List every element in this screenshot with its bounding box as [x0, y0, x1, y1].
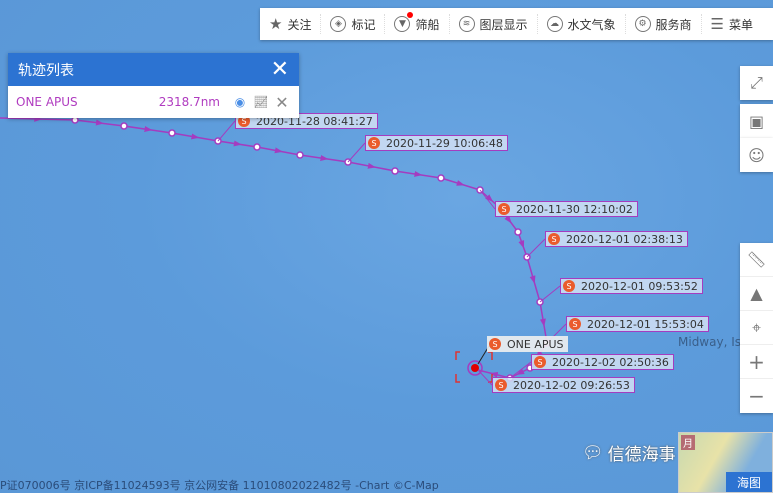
timestamp: 2020-11-30 12:10:02: [516, 202, 633, 216]
label-leader: [347, 142, 366, 163]
label-leader: [526, 238, 546, 258]
footer-copyright: P证070006号 京ICP备11024593号 京公网安备 110108020…: [0, 479, 439, 492]
top-toolbar: ★ 关注 ◈ 标记 ▼ 筛船 ≋ 图层显示 ☁ 水文气象 ⚙ 服务商 ☰ 菜单: [260, 8, 773, 40]
star-icon: ★: [269, 15, 283, 33]
menu-icon: ☰: [710, 15, 724, 33]
label-leader: [477, 369, 493, 386]
timestamp: 2020-12-01 09:53:52: [581, 279, 698, 293]
avatar-icon: ☺: [748, 145, 765, 165]
tag-icon: ◈: [330, 16, 347, 32]
track-point[interactable]: [391, 167, 399, 175]
layers-button[interactable]: ≋ 图层显示: [450, 14, 538, 34]
track-point[interactable]: [437, 174, 445, 182]
ship-status-icon: S: [498, 203, 510, 215]
ship-name[interactable]: ONE APUS: [16, 95, 78, 109]
timestamp: 2020-12-02 09:26:53: [513, 378, 630, 392]
track-point-label[interactable]: S 2020-11-29 10:06:48: [365, 135, 508, 151]
track-point[interactable]: [253, 143, 261, 151]
service-icon: ⚙: [634, 16, 651, 32]
user-button[interactable]: ☺: [740, 138, 773, 172]
timestamp: 2020-12-02 02:50:36: [552, 355, 669, 369]
toolbox-button[interactable]: ▣: [740, 104, 773, 138]
track-point-label[interactable]: S 2020-12-01 09:53:52: [560, 278, 703, 294]
timestamp: 2020-12-01 15:53:04: [587, 317, 704, 331]
ship-status-icon: S: [368, 137, 380, 149]
service-provider-button[interactable]: ⚙ 服务商: [626, 14, 702, 34]
track-point[interactable]: [168, 129, 176, 137]
ruler-icon[interactable]: 📏︎: [740, 243, 773, 277]
filter-ships-button[interactable]: ▼ 筛船: [385, 12, 450, 34]
ship-name-label[interactable]: S ONE APUS: [487, 336, 568, 352]
fullscreen-button[interactable]: ⤢: [740, 66, 773, 100]
briefcase-icon: ▣: [748, 111, 765, 131]
ship-status-icon: S: [548, 233, 560, 245]
track-row[interactable]: ONE APUS 2318.7nm ◉ 📈︎ ✕: [8, 86, 299, 118]
panel-title: 轨迹列表: [18, 62, 74, 79]
watermark: 💬︎ 信德海事: [582, 442, 676, 466]
wechat-icon: 💬︎: [582, 442, 604, 463]
follow-button[interactable]: ★ 关注: [260, 14, 322, 34]
locate-icon[interactable]: ⌖: [740, 311, 773, 345]
label-leader: [509, 361, 532, 379]
map-tools: 📏︎ ▲ ⌖ + −: [740, 243, 773, 413]
ship-status-icon: S: [569, 318, 581, 330]
layers-icon: ≋: [458, 16, 475, 32]
weather-icon: ☁: [546, 16, 563, 32]
weather-button[interactable]: ☁ 水文气象: [538, 14, 626, 34]
ship-status-icon: S: [238, 115, 250, 127]
ship-status-icon: S: [495, 379, 507, 391]
chart-switch-button[interactable]: 海图: [726, 472, 772, 492]
draw-icon[interactable]: ▲: [740, 277, 773, 311]
label-leader: [479, 189, 496, 210]
filter-icon: ▼: [394, 16, 411, 32]
track-point-label[interactable]: S 2020-12-02 02:50:36: [531, 354, 674, 370]
track-point[interactable]: [514, 228, 522, 236]
track-point[interactable]: [296, 151, 304, 159]
notification-dot: [407, 12, 414, 18]
ship-status-icon: S: [563, 280, 575, 292]
track-point-label[interactable]: S 2020-12-01 15:53:04: [566, 316, 709, 332]
track-point[interactable]: [120, 122, 128, 130]
ship-marker[interactable]: [455, 345, 493, 383]
label-leader: [217, 120, 236, 142]
track-point-label[interactable]: S 2020-12-02 09:26:53: [492, 377, 635, 393]
mark-button[interactable]: ◈ 标记: [321, 14, 386, 34]
remove-track-icon[interactable]: ✕: [275, 92, 289, 112]
chart-icon[interactable]: 📈︎: [253, 95, 269, 109]
track-distance: 2318.7nm: [158, 95, 220, 109]
timestamp: 2020-12-01 02:38:13: [566, 232, 683, 246]
zoom-out-button[interactable]: −: [748, 384, 765, 408]
fullscreen-icon: ⤢: [750, 73, 763, 92]
track-point-label[interactable]: S 2020-11-30 12:10:02: [495, 201, 638, 217]
eye-icon[interactable]: ◉: [234, 95, 246, 109]
track-list-panel: 轨迹列表 ✕ ONE APUS 2318.7nm ◉ 📈︎ ✕: [8, 53, 299, 118]
menu-button[interactable]: ☰ 菜单: [710, 15, 754, 33]
ship-status-icon: S: [534, 356, 546, 368]
track-point-label[interactable]: S 2020-12-01 02:38:13: [545, 231, 688, 247]
place-label: Midway, Is: [678, 335, 741, 349]
minimap-month: 月: [681, 435, 695, 450]
close-panel-button[interactable]: ✕: [270, 57, 289, 82]
timestamp: 2020-11-29 10:06:48: [386, 136, 503, 150]
zoom-in-button[interactable]: +: [740, 345, 773, 379]
minimap[interactable]: 月 海图: [678, 432, 773, 493]
label-leader: [539, 285, 561, 303]
ship-status-icon: S: [489, 338, 501, 350]
ship-label-text: ONE APUS: [507, 337, 564, 351]
